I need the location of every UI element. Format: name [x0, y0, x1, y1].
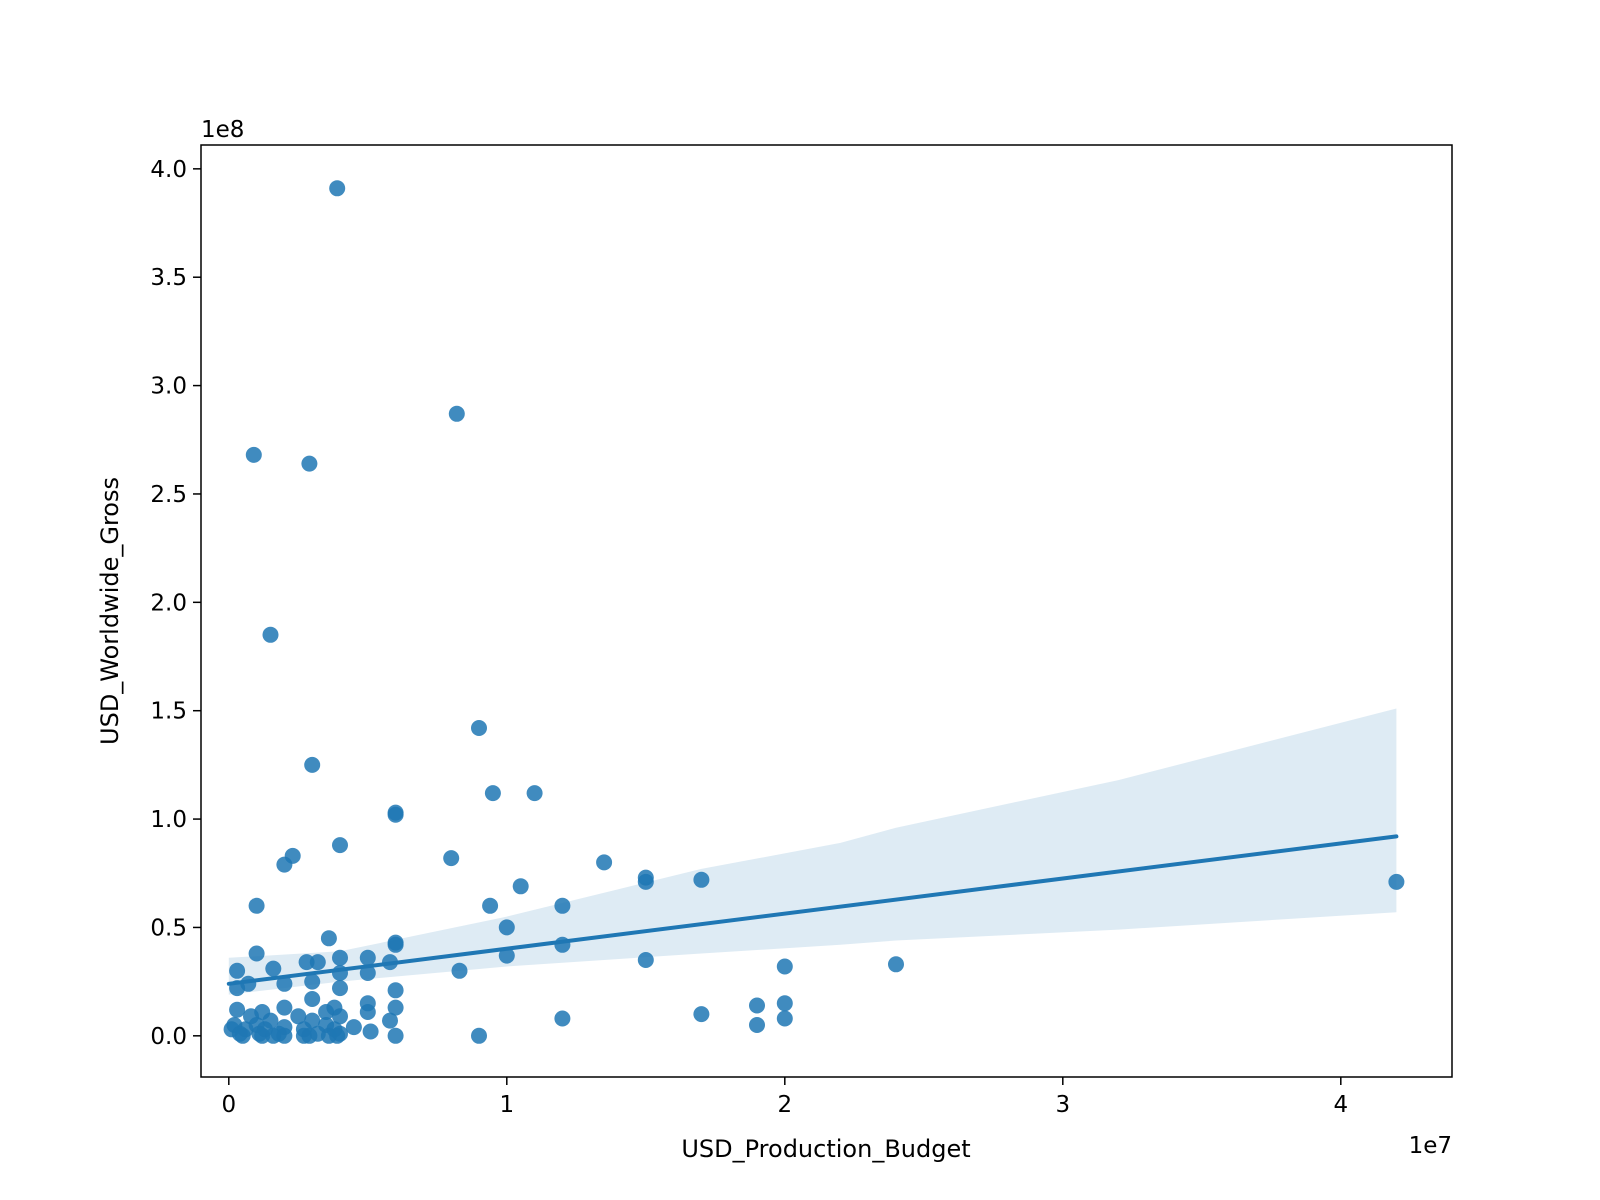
x-tick-label: 3 — [1055, 1092, 1070, 1118]
data-point — [749, 1017, 765, 1033]
y-tick-label: 0.5 — [150, 915, 187, 941]
data-point — [248, 945, 265, 962]
data-point — [484, 785, 501, 802]
data-point — [304, 973, 321, 990]
data-point — [345, 1019, 362, 1036]
data-point — [471, 1027, 487, 1044]
data-point — [482, 897, 499, 914]
y-axis-label: USD_Worldwide_Gross — [96, 477, 124, 745]
confidence-band-layer — [228, 708, 1397, 995]
data-point — [1388, 873, 1405, 890]
data-point — [554, 1010, 571, 1027]
y-tick-label: 1.0 — [150, 807, 187, 833]
regression-line — [226, 834, 1399, 986]
data-point — [304, 756, 321, 773]
data-point — [276, 856, 293, 873]
data-point — [888, 956, 904, 973]
data-point — [362, 1023, 379, 1040]
data-point — [301, 455, 318, 472]
data-point — [387, 999, 404, 1016]
data-point — [387, 936, 404, 953]
x-axis-ticks: 0 1 2 3 4 — [221, 1077, 1348, 1118]
y-tick-label: 2.0 — [150, 590, 187, 616]
data-point — [276, 999, 293, 1016]
data-point — [304, 991, 321, 1007]
data-point — [309, 954, 326, 971]
data-point — [301, 1027, 318, 1044]
data-point — [526, 785, 543, 802]
data-point — [693, 871, 710, 888]
x-axis-offset-label: 1e7 — [1409, 1133, 1452, 1159]
data-point — [596, 854, 613, 871]
data-point — [298, 954, 315, 971]
data-point — [776, 958, 793, 975]
data-point — [262, 626, 279, 643]
y-tick-label: 1.5 — [150, 699, 187, 725]
data-point — [248, 897, 265, 914]
data-point — [498, 947, 515, 964]
data-point — [332, 949, 348, 966]
data-point — [290, 1008, 307, 1025]
data-point — [329, 180, 346, 197]
data-point — [387, 804, 404, 821]
data-point — [359, 949, 376, 966]
data-point — [443, 850, 460, 867]
data-point — [637, 873, 654, 890]
y-tick-label: 3.0 — [150, 374, 187, 400]
data-point — [776, 995, 793, 1012]
data-point — [471, 720, 487, 736]
plot-frame — [200, 144, 1453, 1078]
confidence-band — [228, 708, 1397, 995]
x-tick-label: 4 — [1333, 1092, 1348, 1118]
data-point — [359, 1004, 376, 1020]
data-point — [359, 965, 376, 981]
data-point — [332, 980, 348, 997]
data-point — [229, 1001, 246, 1018]
data-point — [329, 1027, 346, 1044]
data-point — [451, 962, 468, 979]
data-point — [387, 982, 404, 999]
data-point — [318, 1004, 335, 1020]
data-point — [554, 897, 571, 914]
data-point — [245, 446, 262, 463]
x-tick-label: 2 — [777, 1092, 792, 1118]
y-axis-ticks: 0.0 0.5 1.0 1.5 2.0 2.5 3.0 3.5 4.0 — [150, 157, 201, 1050]
data-point — [776, 1010, 793, 1027]
data-point — [387, 1027, 404, 1044]
y-tick-label: 3.5 — [150, 265, 187, 291]
y-axis-offset-label: 1e8 — [201, 117, 244, 143]
y-tick-label: 0.0 — [150, 1024, 187, 1050]
data-point — [332, 837, 348, 854]
x-tick-label: 0 — [221, 1092, 236, 1118]
x-tick-label: 1 — [499, 1092, 514, 1118]
data-point — [448, 405, 465, 422]
y-tick-label: 2.5 — [150, 482, 187, 508]
y-tick-label: 4.0 — [150, 157, 187, 183]
data-point — [276, 1027, 293, 1044]
data-point — [320, 930, 337, 947]
data-point — [229, 962, 246, 979]
data-point — [749, 997, 765, 1014]
data-point — [637, 952, 654, 968]
data-point — [265, 1027, 282, 1044]
data-point — [265, 960, 282, 977]
data-point — [498, 919, 515, 936]
data-point — [332, 1008, 348, 1025]
data-point — [512, 878, 529, 895]
data-point — [234, 1027, 251, 1044]
regression-line-layer — [226, 834, 1399, 986]
data-point — [693, 1006, 710, 1023]
data-point — [254, 1027, 271, 1044]
x-axis-label: USD_Production_Budget — [681, 1135, 970, 1163]
data-point — [382, 1012, 398, 1029]
data-point — [276, 975, 293, 992]
